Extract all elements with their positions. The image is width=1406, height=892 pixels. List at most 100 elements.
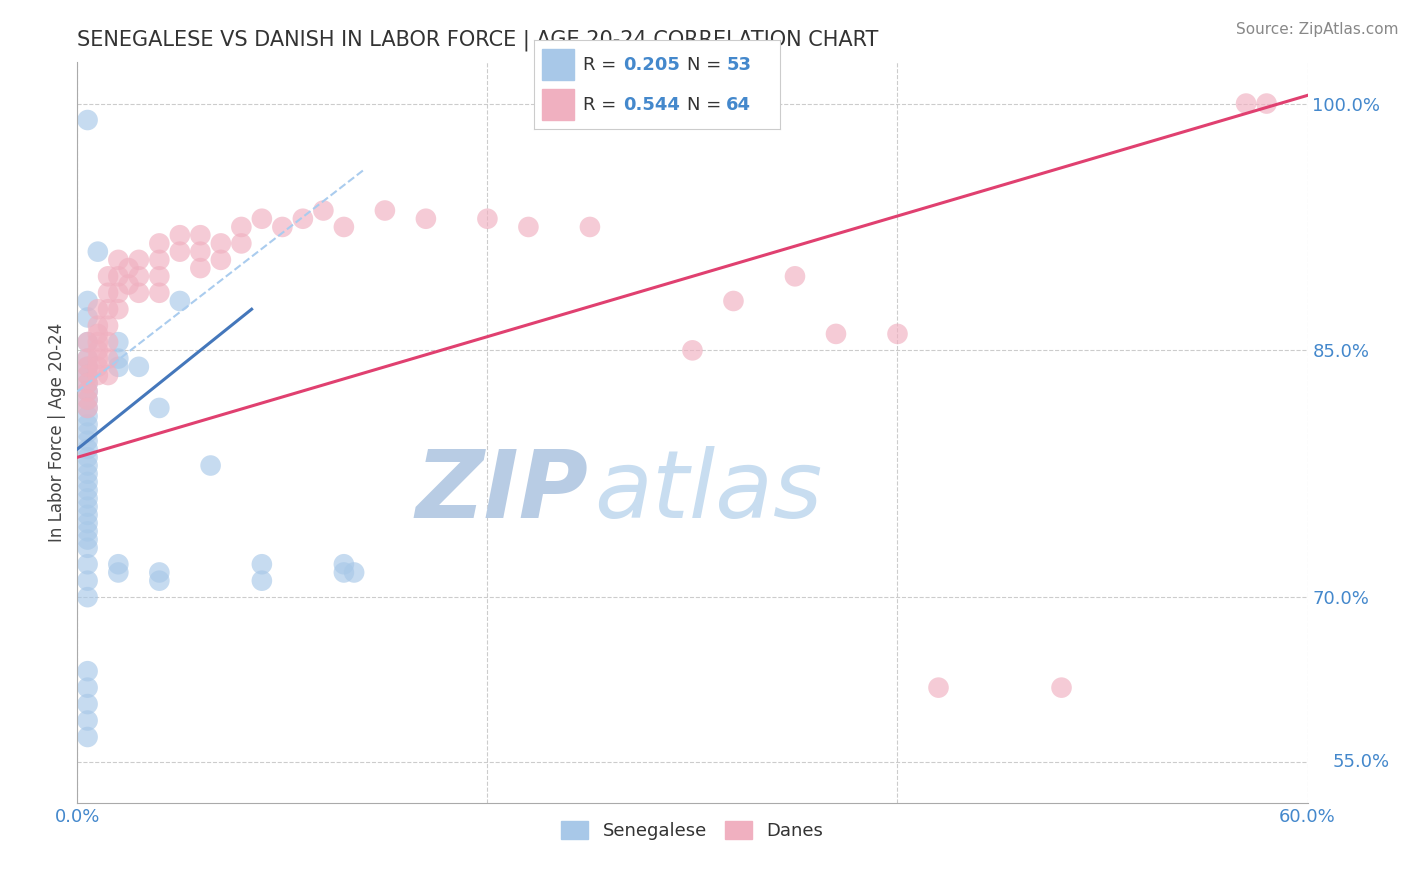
Point (76, 376, 98, 391)
Point (97, 269, 120, 284)
Point (76, 417, 98, 432)
Point (76, 467, 98, 481)
Point (107, 359, 129, 374)
Point (76, 310, 98, 325)
Point (825, 326, 848, 341)
Legend: Senegalese, Danes: Senegalese, Danes (553, 812, 832, 849)
Point (87, 318, 110, 333)
Text: 55.0%: 55.0% (1333, 753, 1389, 771)
Point (76, 500, 98, 514)
Point (291, 211, 314, 226)
Point (333, 566, 356, 580)
Point (87, 359, 110, 374)
Point (250, 211, 273, 226)
Point (148, 252, 170, 267)
Point (107, 335, 129, 350)
Point (148, 236, 170, 251)
Text: R =: R = (583, 95, 623, 114)
Point (76, 516, 98, 530)
Text: N =: N = (686, 95, 727, 114)
Point (107, 302, 129, 317)
Point (87, 368, 110, 382)
Point (87, 351, 110, 366)
Point (477, 211, 499, 226)
Point (928, 681, 950, 695)
Point (76, 697, 98, 711)
Point (148, 285, 170, 300)
Point (76, 491, 98, 506)
Point (76, 384, 98, 399)
Text: ZIP: ZIP (415, 446, 588, 538)
Point (87, 335, 110, 350)
Point (76, 590, 98, 604)
Point (250, 558, 273, 572)
Point (76, 401, 98, 415)
Point (76, 533, 98, 547)
Bar (541, 89, 574, 120)
Point (128, 252, 150, 267)
Point (87, 326, 110, 341)
Point (76, 458, 98, 473)
Text: 53: 53 (725, 55, 751, 74)
Point (333, 219, 356, 234)
Point (76, 335, 98, 350)
Point (76, 359, 98, 374)
Point (107, 252, 129, 267)
Point (76, 293, 98, 308)
Text: N =: N = (686, 55, 727, 74)
Point (76, 434, 98, 448)
Point (107, 269, 129, 284)
Point (374, 203, 396, 218)
Point (128, 285, 150, 300)
Point (97, 318, 120, 333)
Point (682, 343, 704, 358)
Point (76, 541, 98, 555)
Text: SENEGALESE VS DANISH IN LABOR FORCE | AGE 20-24 CORRELATION CHART: SENEGALESE VS DANISH IN LABOR FORCE | AG… (77, 29, 879, 51)
Point (169, 293, 191, 308)
Point (76, 558, 98, 572)
Point (1234, 96, 1257, 111)
Point (76, 450, 98, 465)
Point (76, 351, 98, 366)
Point (76, 368, 98, 382)
Point (107, 351, 129, 366)
Point (128, 269, 150, 284)
Point (1256, 96, 1278, 111)
Text: R =: R = (583, 55, 623, 74)
Point (231, 236, 253, 251)
Point (76, 508, 98, 522)
Point (188, 261, 212, 276)
Point (723, 293, 745, 308)
Point (169, 244, 191, 259)
Point (76, 351, 98, 366)
Point (97, 368, 120, 382)
Point (76, 524, 98, 539)
Point (148, 401, 170, 415)
Point (107, 285, 129, 300)
Point (117, 277, 139, 292)
Point (87, 302, 110, 317)
Point (783, 269, 806, 284)
Text: atlas: atlas (595, 446, 823, 537)
Point (97, 285, 120, 300)
Text: 0.205: 0.205 (623, 55, 679, 74)
Point (148, 566, 170, 580)
Point (188, 244, 212, 259)
Point (517, 219, 540, 234)
Text: Source: ZipAtlas.com: Source: ZipAtlas.com (1236, 22, 1399, 37)
Point (415, 211, 437, 226)
Point (76, 664, 98, 678)
Point (271, 219, 294, 234)
Point (209, 252, 232, 267)
Point (76, 401, 98, 415)
Point (128, 359, 150, 374)
Point (87, 343, 110, 358)
Y-axis label: In Labor Force | Age 20-24: In Labor Force | Age 20-24 (48, 323, 66, 542)
Point (76, 714, 98, 728)
Point (76, 574, 98, 588)
Point (148, 269, 170, 284)
Point (333, 558, 356, 572)
Point (107, 558, 129, 572)
Point (76, 483, 98, 498)
Point (579, 219, 602, 234)
